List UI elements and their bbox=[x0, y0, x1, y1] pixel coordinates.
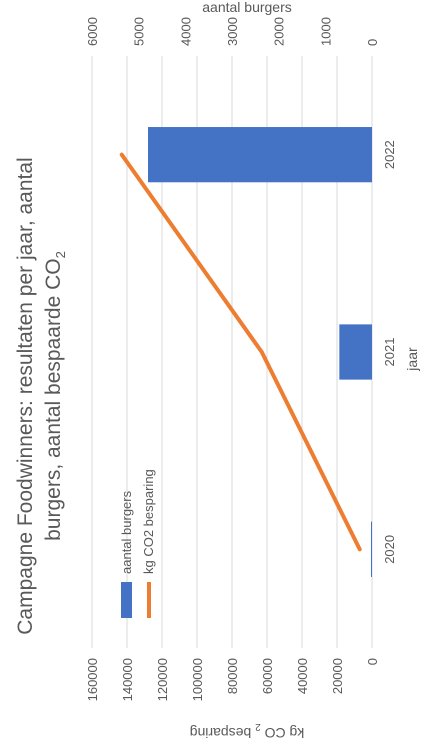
line-kg-co2-besparing bbox=[119, 152, 362, 552]
left-axis-label-sub: 2 bbox=[255, 721, 261, 732]
x-tick-label: 2021 bbox=[382, 338, 397, 367]
bar-aantal-burgers bbox=[371, 521, 372, 577]
left-tick-label: 120000 bbox=[155, 658, 170, 701]
right-tick-label: 2000 bbox=[272, 17, 287, 46]
left-tick-label: 60000 bbox=[260, 658, 275, 694]
x-tick-label: 2022 bbox=[382, 140, 397, 169]
left-axis-label-text: kg CO bbox=[261, 725, 305, 741]
left-axis-ticks: 0 20000 40000 60000 80000 100000 120000 140000 1… bbox=[85, 658, 380, 701]
left-tick-label: 80000 bbox=[225, 658, 240, 694]
left-axis-label: kg CO 2 besparing bbox=[190, 721, 305, 741]
right-tick-label: 6000 bbox=[85, 17, 100, 46]
legend-label-line: kg CO2 besparing bbox=[141, 469, 156, 574]
bar-aantal-burgers bbox=[148, 127, 372, 183]
bar-series bbox=[148, 127, 373, 577]
left-tick-label: 20000 bbox=[330, 658, 345, 694]
x-axis-label: jaar bbox=[404, 347, 420, 372]
left-axis-label-rest: besparing bbox=[190, 725, 255, 741]
gridlines bbox=[91, 56, 373, 648]
left-tick-label: 140000 bbox=[120, 658, 135, 701]
legend: aantal burgers kg CO2 besparing bbox=[119, 469, 156, 618]
chart-title-line2-text: burgers, aantal bespaarde CO bbox=[42, 258, 65, 541]
chart-title-line1: Campagne Foodwinners: resultaten per jaa… bbox=[14, 157, 37, 634]
legend-swatch-bars bbox=[121, 582, 132, 618]
x-axis-ticks: 2020 2021 2022 bbox=[382, 140, 397, 564]
bar-aantal-burgers bbox=[339, 324, 373, 380]
chart-title-line2-sub: 2 bbox=[53, 251, 68, 258]
left-tick-label: 100000 bbox=[190, 658, 205, 701]
left-tick-label: 160000 bbox=[85, 658, 100, 701]
right-tick-label: 5000 bbox=[132, 17, 147, 46]
x-tick-label: 2020 bbox=[382, 535, 397, 564]
line-series bbox=[119, 152, 362, 552]
right-tick-label: 1000 bbox=[318, 17, 333, 46]
legend-label-bars: aantal burgers bbox=[119, 490, 134, 574]
right-axis-ticks: 0 1000 2000 3000 4000 5000 6000 bbox=[85, 17, 380, 46]
left-tick-label: 0 bbox=[365, 658, 380, 665]
right-tick-label: 0 bbox=[365, 39, 380, 46]
right-tick-label: 3000 bbox=[225, 17, 240, 46]
chart-title-line2: burgers, aantal bespaarde CO2 bbox=[42, 251, 68, 541]
right-axis-label: aantal burgers bbox=[202, 0, 292, 15]
right-tick-label: 4000 bbox=[178, 17, 193, 46]
left-tick-label: 40000 bbox=[295, 658, 310, 694]
